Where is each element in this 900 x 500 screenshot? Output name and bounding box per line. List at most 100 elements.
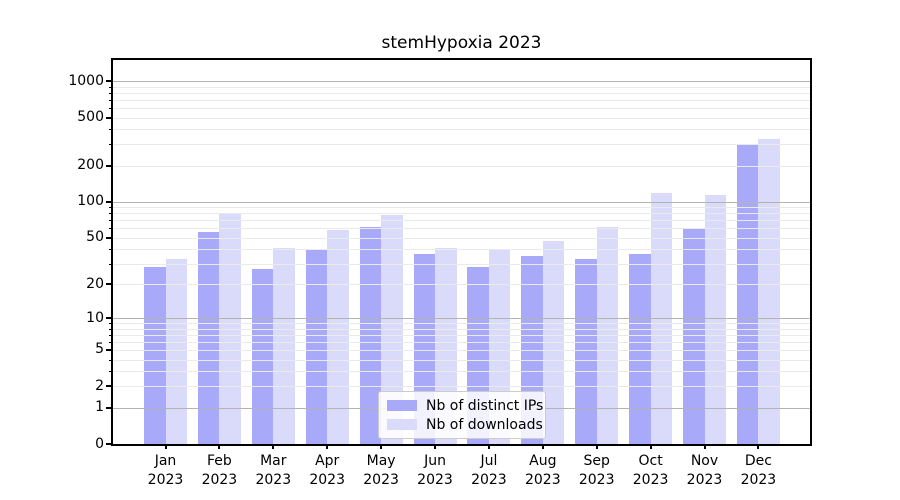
bar-downloads-jan bbox=[165, 258, 187, 444]
y-minor-tick-mark bbox=[109, 249, 113, 250]
gridline-300 bbox=[113, 144, 810, 146]
legend-swatch-distinct-ips bbox=[387, 400, 417, 411]
y-minor-tick-mark bbox=[109, 213, 113, 215]
bar-distinct-ips-apr bbox=[305, 249, 328, 444]
y-minor-tick-mark bbox=[109, 100, 113, 101]
bar-distinct-ips-dec bbox=[736, 145, 759, 444]
gridline-50 bbox=[113, 237, 810, 239]
y-tick-mark bbox=[106, 348, 113, 351]
y-minor-tick-mark bbox=[109, 93, 113, 94]
legend-item-distinct-ips: Nb of distinct IPs bbox=[387, 397, 543, 414]
legend-label-downloads: Nb of downloads bbox=[426, 416, 543, 433]
y-tick-mark bbox=[106, 385, 113, 388]
y-tick-label-50: 50 bbox=[86, 229, 104, 246]
y-tick-label-0: 0 bbox=[95, 435, 104, 452]
plot-area bbox=[111, 58, 812, 446]
gridline-200 bbox=[113, 165, 810, 167]
y-minor-tick-mark bbox=[109, 228, 113, 230]
x-tick-label-mar: Mar 2023 bbox=[255, 453, 292, 488]
y-tick-label-10: 10 bbox=[86, 309, 104, 326]
chart-title: stemHypoxia 2023 bbox=[381, 33, 542, 53]
x-tick-label-may: May 2023 bbox=[363, 453, 399, 488]
y-tick-label-1000: 1000 bbox=[68, 72, 104, 89]
y-minor-tick-mark bbox=[109, 359, 113, 361]
x-tick-mark bbox=[541, 444, 544, 449]
x-tick-mark bbox=[164, 444, 167, 449]
bar-distinct-ips-oct bbox=[629, 254, 651, 444]
gridline-1000 bbox=[113, 81, 810, 83]
x-tick-mark bbox=[487, 444, 490, 449]
y-tick-label-2: 2 bbox=[95, 377, 104, 394]
gridline-60 bbox=[113, 228, 810, 230]
x-tick-mark bbox=[380, 444, 383, 449]
x-tick-label-aug: Aug 2023 bbox=[524, 453, 561, 488]
bar-downloads-apr bbox=[327, 229, 349, 444]
y-tick-mark bbox=[106, 236, 113, 239]
y-minor-tick-mark bbox=[109, 371, 113, 373]
bar-distinct-ips-sep bbox=[575, 258, 597, 444]
gridline-900 bbox=[113, 86, 810, 88]
x-tick-mark bbox=[703, 444, 706, 449]
gridline-10 bbox=[113, 318, 810, 320]
y-minor-tick-mark bbox=[109, 220, 113, 222]
x-tick-mark bbox=[595, 444, 598, 449]
gridline-3 bbox=[113, 371, 810, 373]
y-tick-label-500: 500 bbox=[77, 109, 104, 126]
legend: Nb of distinct IPs Nb of downloads bbox=[378, 391, 546, 439]
bar-distinct-ips-jan bbox=[144, 267, 166, 444]
x-tick-label-sep: Sep 2023 bbox=[578, 453, 615, 488]
bar-downloads-dec bbox=[758, 139, 780, 444]
gridline-70 bbox=[113, 220, 810, 222]
y-tick-mark bbox=[106, 164, 113, 167]
y-tick-mark bbox=[106, 116, 113, 119]
gridline-20 bbox=[113, 284, 810, 286]
gridline-8 bbox=[113, 328, 810, 330]
x-tick-label-apr: Apr 2023 bbox=[309, 453, 345, 488]
y-minor-tick-mark bbox=[109, 129, 113, 131]
x-tick-mark bbox=[326, 444, 329, 449]
gridline-700 bbox=[113, 100, 810, 101]
y-minor-tick-mark bbox=[109, 108, 113, 110]
y-minor-tick-mark bbox=[109, 323, 113, 325]
x-tick-mark bbox=[218, 444, 221, 449]
y-minor-tick-mark bbox=[109, 263, 113, 265]
x-tick-label-feb: Feb 2023 bbox=[201, 453, 238, 488]
y-tick-label-100: 100 bbox=[77, 193, 104, 210]
gridline-100 bbox=[113, 201, 810, 203]
y-tick-mark bbox=[106, 200, 113, 203]
y-tick-label-1: 1 bbox=[95, 399, 104, 416]
x-tick-mark bbox=[649, 444, 652, 449]
y-minor-tick-mark bbox=[109, 207, 113, 209]
gridline-7 bbox=[113, 334, 810, 336]
bar-downloads-nov bbox=[704, 194, 726, 444]
legend-item-downloads: Nb of downloads bbox=[387, 416, 543, 433]
gridline-6 bbox=[113, 341, 810, 343]
bar-distinct-ips-mar bbox=[251, 269, 274, 444]
x-tick-label-jul: Jul 2023 bbox=[471, 453, 507, 488]
gridline-80 bbox=[113, 213, 810, 215]
gridline-30 bbox=[113, 263, 810, 265]
x-tick-mark bbox=[272, 444, 275, 449]
y-minor-tick-mark bbox=[109, 144, 113, 146]
x-tick-mark bbox=[757, 444, 760, 449]
gridline-5 bbox=[113, 349, 810, 351]
y-tick-label-5: 5 bbox=[95, 341, 104, 358]
y-tick-mark bbox=[106, 406, 113, 409]
y-tick-mark bbox=[106, 283, 113, 286]
gridline-500 bbox=[113, 117, 810, 119]
gridline-4 bbox=[113, 359, 810, 361]
x-tick-label-oct: Oct 2023 bbox=[632, 453, 669, 488]
x-tick-label-jun: Jun 2023 bbox=[417, 453, 453, 488]
x-tick-mark bbox=[434, 444, 436, 449]
y-minor-tick-mark bbox=[109, 334, 113, 336]
gridline-400 bbox=[113, 129, 810, 131]
y-minor-tick-mark bbox=[109, 86, 113, 88]
gridline-40 bbox=[113, 249, 810, 250]
y-tick-mark bbox=[106, 80, 113, 83]
y-minor-tick-mark bbox=[109, 341, 113, 343]
y-minor-tick-mark bbox=[109, 328, 113, 330]
legend-swatch-downloads bbox=[387, 419, 417, 430]
gridline-90 bbox=[113, 207, 810, 209]
legend-label-distinct-ips: Nb of distinct IPs bbox=[426, 397, 544, 414]
